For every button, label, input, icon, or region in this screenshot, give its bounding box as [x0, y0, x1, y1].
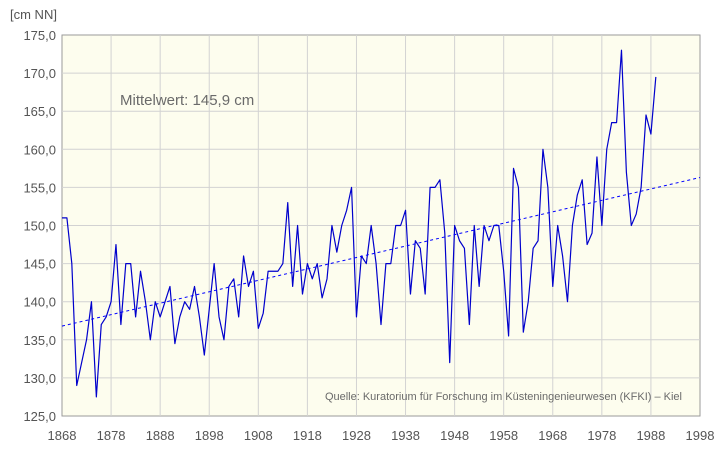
y-tick-label: 125,0	[23, 409, 56, 424]
x-tick-label: 1948	[440, 428, 469, 443]
y-tick-label: 175,0	[23, 28, 56, 43]
y-tick-label: 155,0	[23, 180, 56, 195]
y-tick-label: 165,0	[23, 104, 56, 119]
water-level-line	[62, 49, 657, 398]
x-tick-label: 1908	[244, 428, 273, 443]
x-axis-ticks: 1868 1878 1888 1898 1908 1918 1928 1938 1948 1958…	[48, 428, 715, 443]
x-tick-label: 1888	[146, 428, 175, 443]
x-tick-label: 1968	[538, 428, 567, 443]
y-tick-label: 140,0	[23, 295, 56, 310]
source-annotation: Quelle: Kuratorium für Forschung im Küst…	[325, 391, 682, 403]
y-tick-label: 170,0	[23, 66, 56, 81]
y-tick-label: 135,0	[23, 333, 56, 348]
x-tick-label: 1898	[195, 428, 224, 443]
mean-annotation: Mittelwert: 145,9 cm	[120, 92, 254, 109]
x-tick-label: 1938	[391, 428, 420, 443]
y-tick-label: 160,0	[23, 142, 56, 157]
y-tick-label: 145,0	[23, 257, 56, 272]
x-tick-label: 1868	[48, 428, 77, 443]
x-tick-label: 1998	[686, 428, 715, 443]
x-tick-label: 1928	[342, 428, 371, 443]
y-axis-unit-label: [cm NN]	[10, 7, 57, 22]
x-tick-label: 1878	[97, 428, 126, 443]
grid	[62, 35, 700, 416]
y-tick-label: 150,0	[23, 219, 56, 234]
y-axis-ticks: 125,0 130,0 135,0 140,0 145,0 150,0 155,0 160,0…	[23, 28, 56, 424]
x-tick-label: 1958	[489, 428, 518, 443]
x-tick-label: 1988	[636, 428, 665, 443]
trend-line	[61, 177, 701, 327]
series-layer	[61, 49, 701, 398]
y-tick-label: 130,0	[23, 371, 56, 386]
x-tick-label: 1918	[293, 428, 322, 443]
x-tick-label: 1978	[587, 428, 616, 443]
